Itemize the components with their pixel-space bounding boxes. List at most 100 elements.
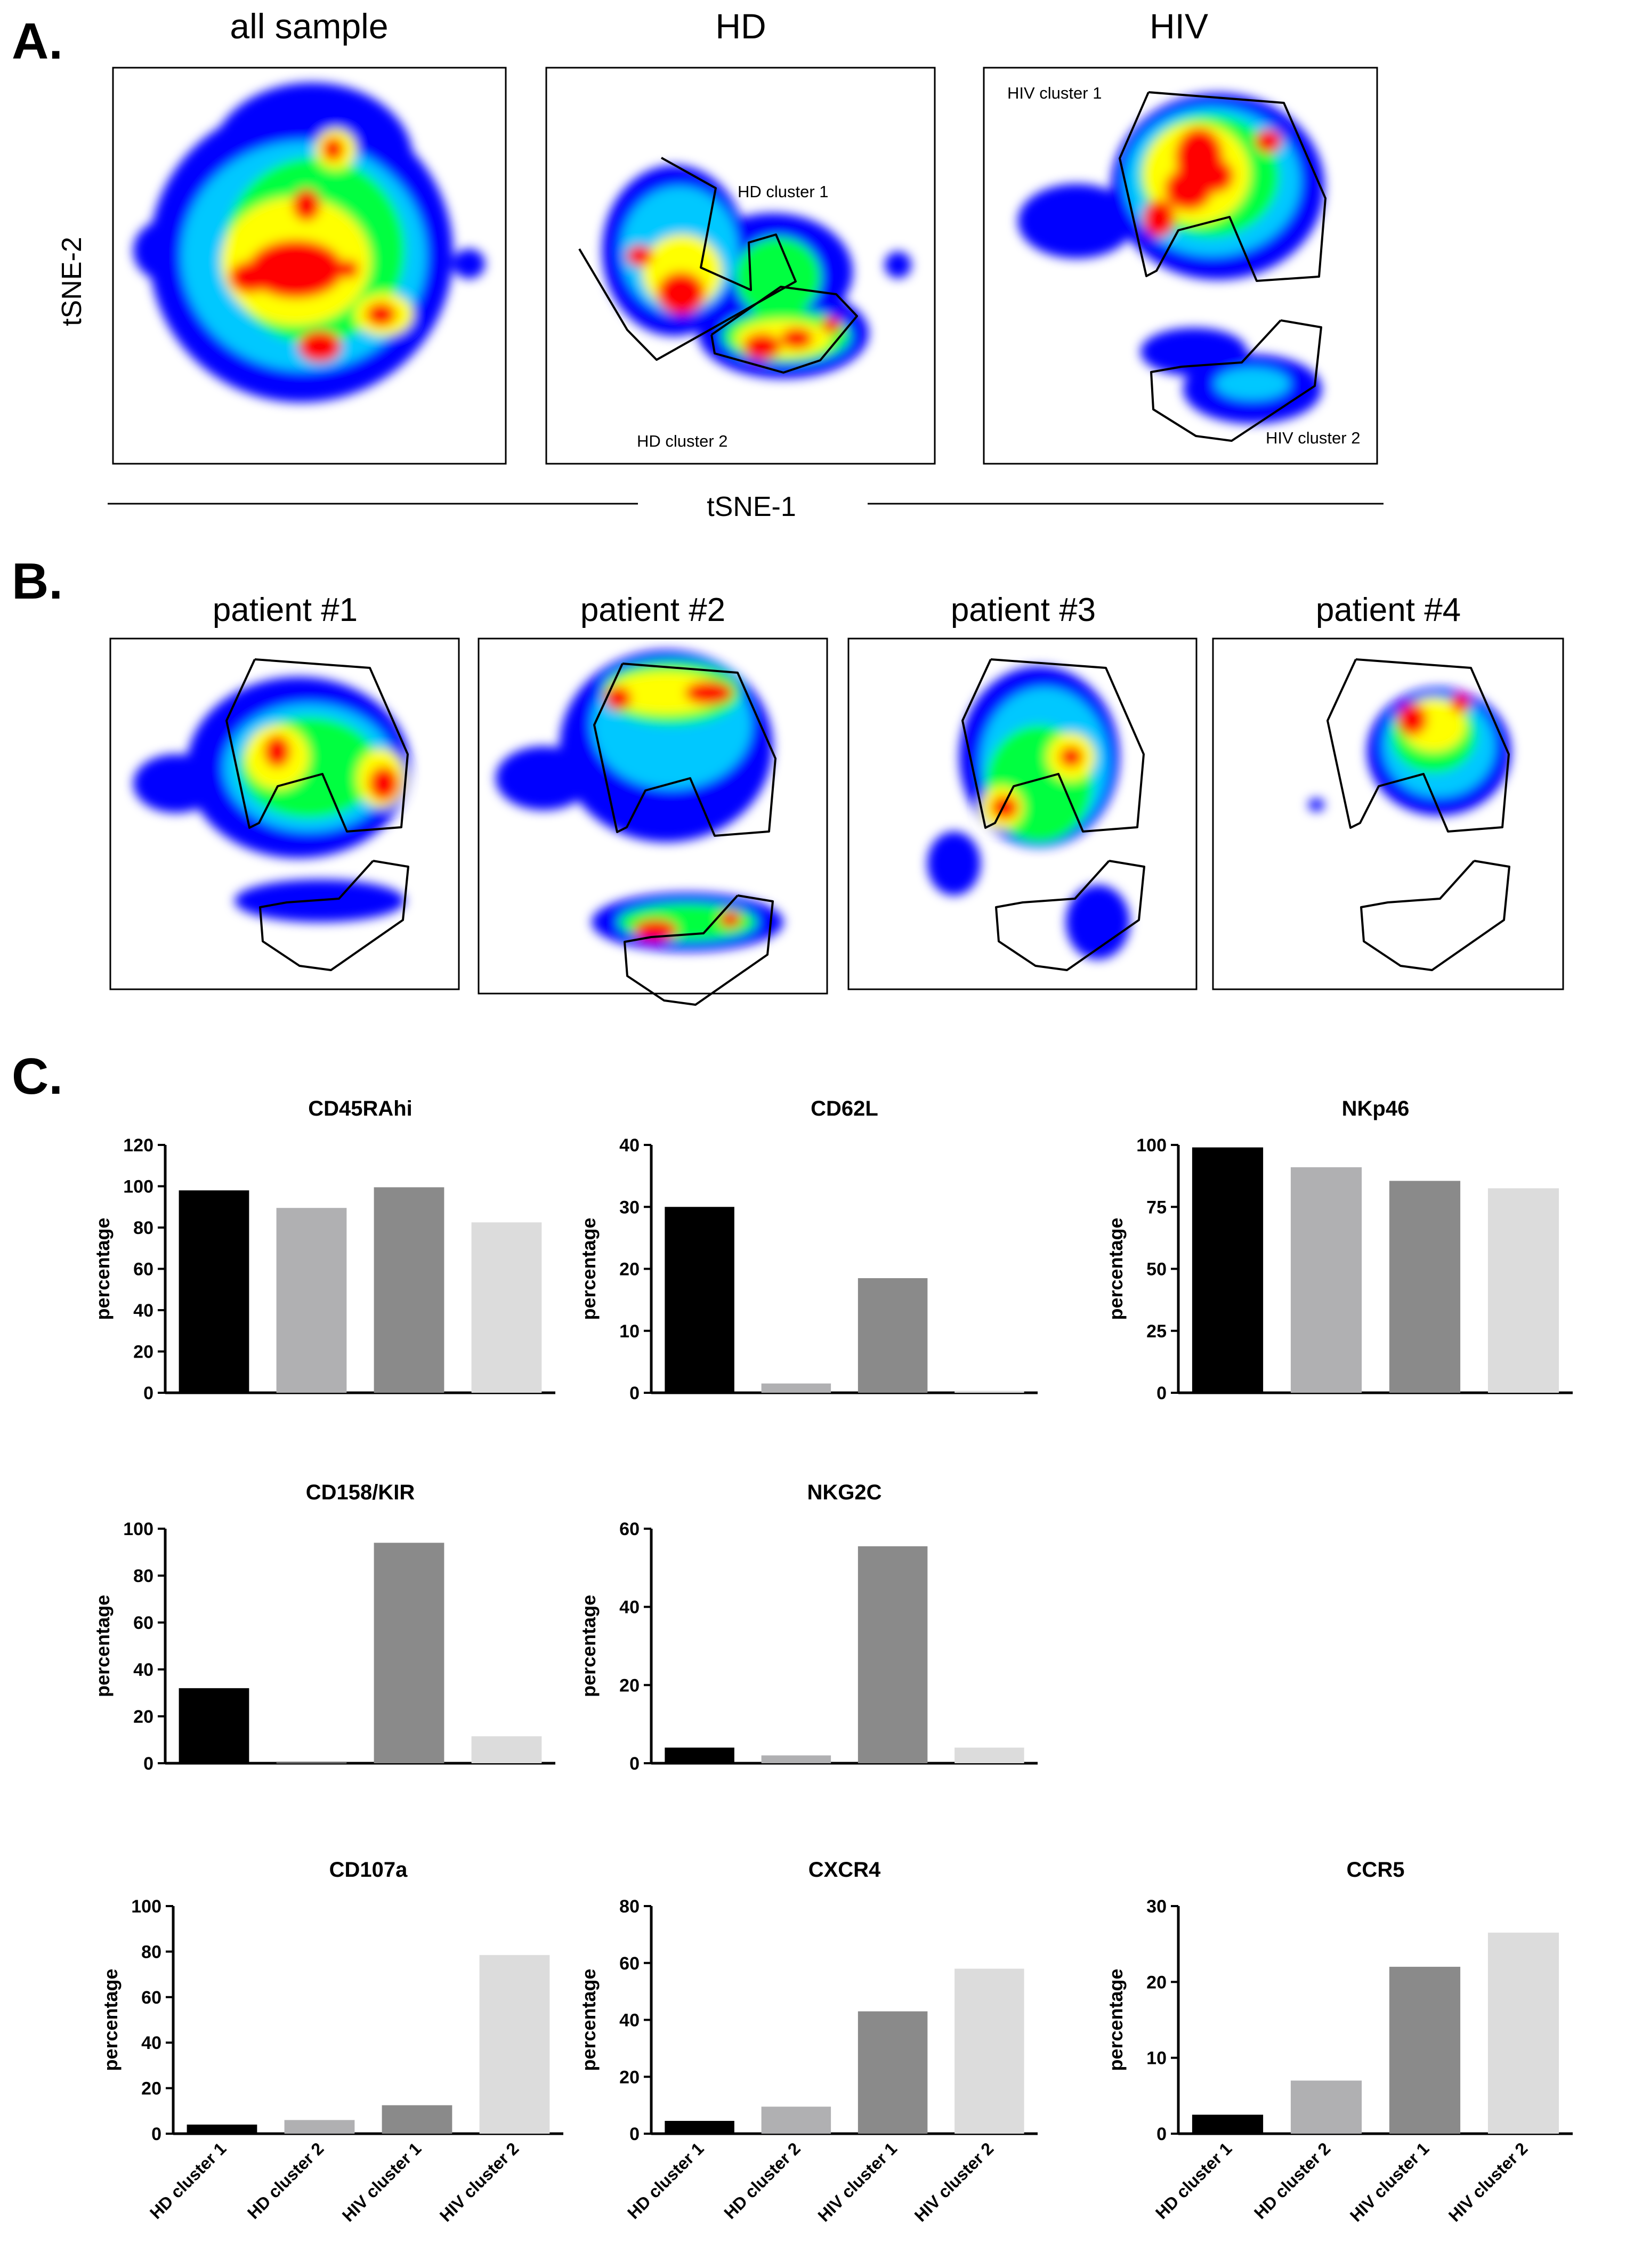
gate-patient-4-cluster-2 — [1360, 860, 1510, 971]
bar-hiv-cluster-2 — [1487, 1932, 1559, 2134]
tsne-panel-hd: HD cluster 1 HD cluster 2 — [545, 67, 936, 465]
y-axis-label: percentage — [1105, 1217, 1127, 1320]
bar-hd-cluster-2 — [1290, 1167, 1362, 1393]
bar-hiv-cluster-1 — [858, 1546, 928, 1763]
patient-3-title: patient #3 — [951, 592, 1096, 628]
panel-a-title-hiv: HIV — [1150, 6, 1208, 46]
y-tick-label: 80 — [619, 1896, 640, 1917]
chart-title-cd158-kir: CD158/KIR — [306, 1481, 415, 1504]
patient-4-title: patient #4 — [1316, 592, 1461, 628]
gate-patient-1-cluster-2 — [259, 860, 409, 971]
bar-hiv-cluster-2 — [954, 1747, 1024, 1763]
label-hiv-cluster-2: HIV cluster 2 — [1266, 429, 1360, 447]
y-axis-label-tsne2: tSNE-2 — [56, 237, 87, 326]
bar-hiv-cluster-1 — [374, 1187, 444, 1393]
bar-hd-cluster-1 — [665, 1207, 734, 1393]
y-tick-label: 10 — [619, 1321, 640, 1342]
gate-patient-3-cluster-2 — [995, 860, 1145, 971]
bar-hiv-cluster-2 — [954, 1968, 1024, 2134]
y-tick-label: 25 — [1146, 1321, 1167, 1342]
y-axis-label: percentage — [100, 1968, 122, 2071]
y-tick-label: 100 — [1136, 1135, 1167, 1156]
plot-frame-hiv — [983, 67, 1378, 465]
x-tick-label-hiv-cluster-2: HIV cluster 2 — [1445, 2138, 1532, 2225]
y-tick-label: 60 — [133, 1260, 153, 1280]
density-map-all-sample — [133, 83, 485, 402]
bar-hd-cluster-1 — [665, 1747, 734, 1763]
bar-hd-cluster-2 — [761, 1383, 831, 1393]
bar-hiv-cluster-2 — [1487, 1188, 1559, 1393]
y-tick-label: 0 — [143, 1754, 153, 1774]
bar-hiv-cluster-1 — [858, 2011, 928, 2134]
y-tick-label: 20 — [1146, 1972, 1167, 1992]
chart-title-ccr5: CCR5 — [1347, 1858, 1405, 1882]
y-tick-label: 0 — [629, 1383, 640, 1403]
gate-hd-cluster-2 — [710, 286, 858, 374]
y-tick-label: 40 — [619, 2011, 640, 2031]
patient-2-panel — [478, 637, 828, 1006]
y-tick-label: 20 — [133, 1707, 153, 1727]
x-tick-label-hd-cluster-2: HD cluster 2 — [1250, 2138, 1334, 2222]
y-tick-label: 80 — [141, 1942, 161, 1962]
y-tick-label: 120 — [123, 1135, 153, 1156]
y-tick-label: 75 — [1146, 1197, 1167, 1217]
plot-frame-patient-1 — [109, 637, 460, 990]
density-map-patient-3 — [927, 666, 1130, 959]
y-tick-label: 80 — [133, 1218, 153, 1238]
y-tick-label: 60 — [619, 1954, 640, 1974]
tsne-panel-hiv: HIV cluster 1 HIV cluster 2 — [983, 67, 1378, 465]
label-hd-cluster-1: HD cluster 1 — [738, 182, 829, 201]
y-tick-label: 0 — [629, 1754, 640, 1774]
tsne-panel-all-sample — [112, 67, 507, 465]
bar-hiv-cluster-2 — [954, 1391, 1024, 1393]
x-tick-label-hd-cluster-1: HD cluster 1 — [1152, 2138, 1235, 2222]
bar-hd-cluster-1 — [179, 1190, 249, 1393]
y-tick-label: 0 — [1156, 1383, 1167, 1403]
patient-1-title: patient #1 — [213, 592, 358, 628]
bar-chart-cd62l: CD62L percentage 0 10 20 30 40 — [578, 1097, 1038, 1403]
y-tick-label: 60 — [133, 1613, 153, 1633]
bar-chart-cd158-kir: CD158/KIR percentage 0 20 40 60 80 100 — [92, 1481, 555, 1774]
y-tick-label: 50 — [1146, 1260, 1167, 1280]
density-map-patient-4 — [1308, 688, 1511, 816]
x-tick-label-hiv-cluster-2: HIV cluster 2 — [911, 2138, 998, 2225]
bar-chart-cd107a: CD107a percentage 0 20 40 60 80 100 HD cluster 1… — [100, 1858, 563, 2225]
bar-hd-cluster-2 — [276, 1208, 347, 1393]
chart-title-nkp46: NKp46 — [1342, 1097, 1410, 1120]
y-tick-label: 30 — [1146, 1896, 1167, 1917]
y-axis-label: percentage — [578, 1968, 600, 2071]
gate-patient-4-cluster-1 — [1326, 658, 1510, 833]
gate-hiv-cluster-1 — [1119, 91, 1326, 282]
y-axis-label: percentage — [578, 1217, 600, 1320]
y-tick-label: 100 — [131, 1896, 161, 1917]
density-map-patient-2 — [496, 650, 783, 951]
patient-2-title: patient #2 — [580, 592, 725, 628]
panel-letter-c: C. — [12, 1048, 63, 1105]
y-tick-label: 20 — [133, 1342, 153, 1362]
chart-title-nkg2c: NKG2C — [807, 1481, 881, 1504]
y-tick-label: 20 — [619, 1675, 640, 1696]
y-tick-label: 40 — [133, 1660, 153, 1680]
y-tick-label: 100 — [123, 1177, 153, 1197]
bar-charts: CD45RAhipercentage020406080100120CD62Lpe… — [92, 1097, 1573, 2225]
y-tick-label: 30 — [619, 1197, 640, 1217]
bar-hiv-cluster-1 — [374, 1543, 444, 1763]
x-tick-label-hd-cluster-1: HD cluster 1 — [624, 2138, 707, 2222]
y-tick-label: 10 — [1146, 2048, 1167, 2069]
x-tick-label-hd-cluster-1: HD cluster 1 — [146, 2138, 230, 2222]
y-tick-label: 20 — [619, 1260, 640, 1280]
plot-frame-patient-3 — [847, 637, 1198, 990]
chart-title-cxcr4: CXCR4 — [808, 1858, 881, 1882]
density-map-hd — [602, 165, 911, 378]
label-hd-cluster-2: HD cluster 2 — [637, 432, 728, 450]
y-tick-label: 40 — [619, 1135, 640, 1156]
gate-hd-cluster-1 — [578, 157, 797, 361]
plot-frame-all-sample — [112, 67, 507, 465]
patient-3-panel — [847, 637, 1198, 990]
y-tick-label: 20 — [141, 2079, 161, 2099]
gate-patient-2-cluster-1 — [593, 663, 776, 837]
bar-chart-nkp46: NKp46 percentage 0 25 50 75 100 — [1105, 1097, 1573, 1403]
panel-letter-a: A. — [12, 13, 63, 70]
x-tick-label-hiv-cluster-1: HIV cluster 1 — [1346, 2138, 1433, 2225]
